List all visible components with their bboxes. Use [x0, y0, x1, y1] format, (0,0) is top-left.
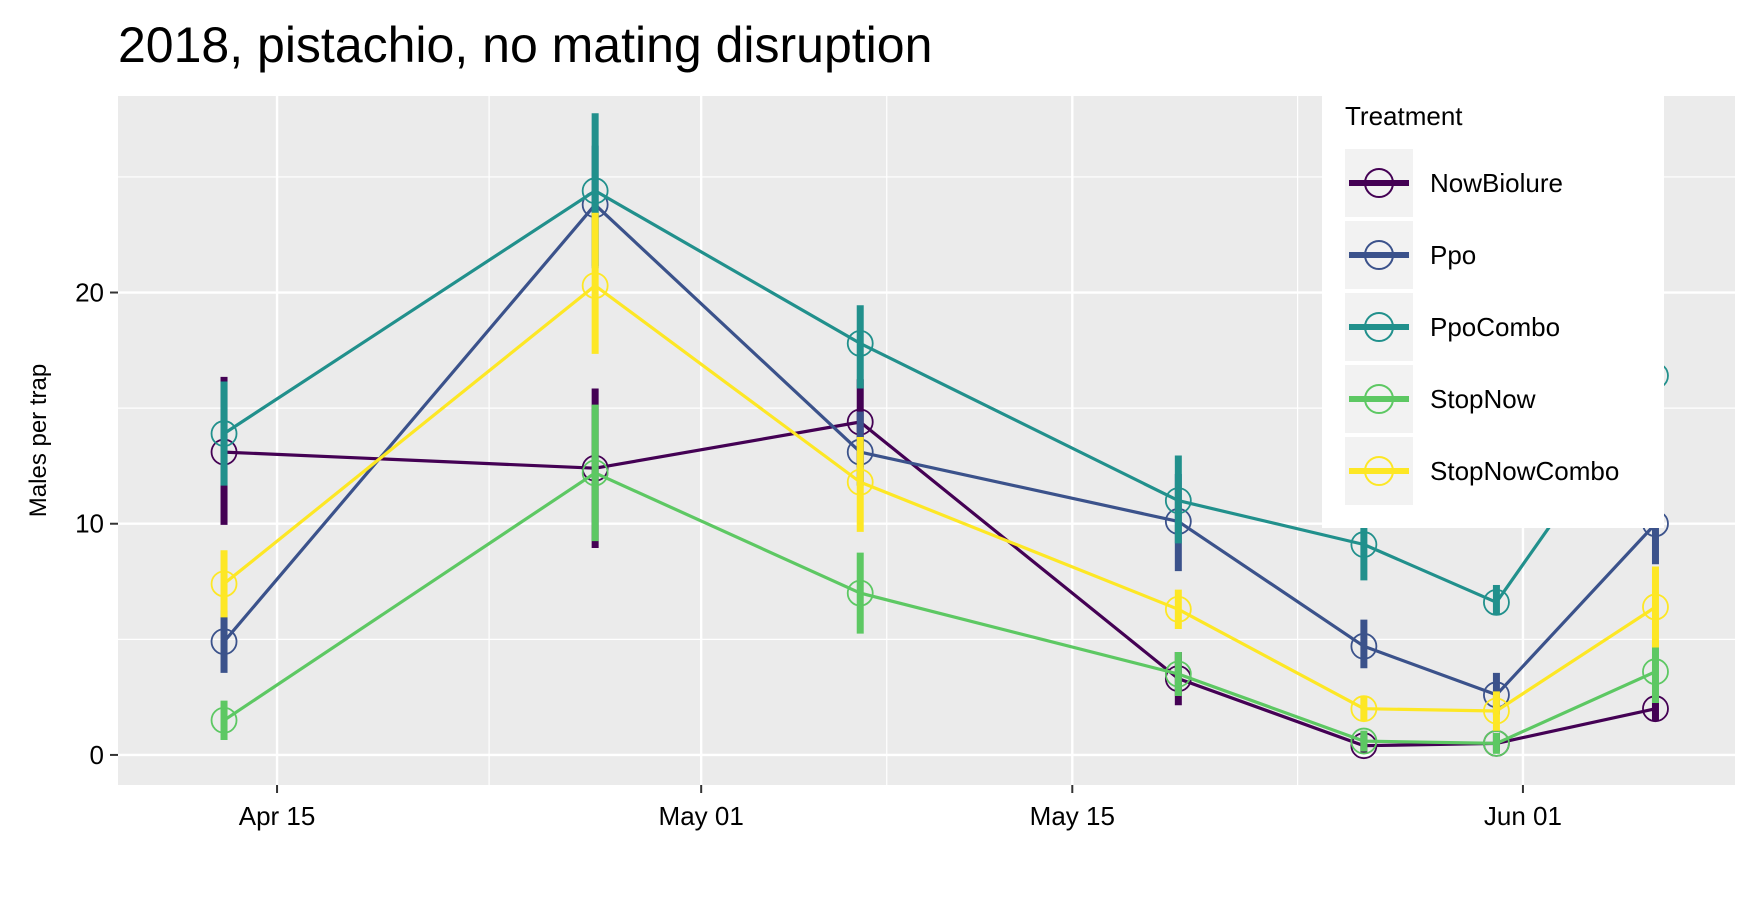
data-point: [1350, 727, 1378, 755]
legend-title: Treatment: [1345, 101, 1463, 131]
data-point: [1350, 695, 1378, 723]
y-tick-label: 20: [75, 278, 104, 308]
series-StopNow: [210, 404, 1669, 757]
data-point: [846, 579, 874, 607]
data-point: [1350, 632, 1378, 660]
data-point: [1483, 588, 1510, 616]
legend-label: NowBiolure: [1430, 168, 1563, 198]
legend-label: StopNow: [1430, 384, 1536, 414]
chart-title: 2018, pistachio, no mating disruption: [118, 17, 932, 73]
legend-item-Ppo: Ppo: [1345, 221, 1476, 289]
axes: Apr 15 May 01 May 15 Jun 01 0 10 20: [75, 278, 1562, 831]
legend-label: StopNowCombo: [1430, 456, 1619, 486]
data-point: [846, 468, 874, 496]
y-axis-title: Males per trap: [25, 364, 52, 517]
series-StopNowCombo: [210, 212, 1669, 731]
data-point: [1164, 487, 1192, 515]
data-point: [1642, 593, 1669, 621]
legend-key-marker: [1364, 456, 1394, 486]
data-point: [210, 628, 238, 656]
data-point: [1642, 658, 1669, 686]
y-tick-label: 0: [90, 740, 104, 770]
y-tick-label: 10: [75, 509, 104, 539]
data-point: [581, 272, 609, 299]
legend-item-StopNow: StopNow: [1345, 365, 1536, 433]
legend-key-marker: [1364, 312, 1394, 342]
legend-item-PpoCombo: PpoCombo: [1345, 293, 1560, 361]
data-point: [846, 329, 874, 357]
data-point: [210, 570, 238, 598]
data-point: [210, 706, 238, 734]
data-point: [1483, 697, 1510, 725]
legend-key-marker: [1364, 384, 1394, 414]
series-layer: [210, 113, 1669, 760]
legend-key-marker: [1364, 240, 1394, 270]
data-point: [1164, 660, 1192, 688]
data-point: [581, 459, 609, 487]
data-point: [1350, 531, 1378, 558]
data-point: [210, 420, 238, 447]
legend-label: Ppo: [1430, 240, 1476, 270]
legend-item-StopNowCombo: StopNowCombo: [1345, 437, 1619, 505]
legend-item-NowBiolure: NowBiolure: [1345, 149, 1563, 217]
x-tick-label: May 15: [1030, 801, 1115, 831]
legend-label: PpoCombo: [1430, 312, 1560, 342]
data-point: [581, 177, 609, 205]
data-point: [1483, 729, 1510, 757]
x-tick-label: Apr 15: [239, 801, 316, 831]
legend: Treatment NowBiolure Ppo PpoCombo StopNow St…: [1322, 88, 1664, 528]
legend-key-marker: [1364, 168, 1394, 198]
legend-items: NowBiolure Ppo PpoCombo StopNow StopNowCombo: [1345, 149, 1619, 505]
x-tick-label: May 01: [659, 801, 744, 831]
data-point: [1164, 595, 1192, 623]
x-tick-label: Jun 01: [1484, 801, 1562, 831]
